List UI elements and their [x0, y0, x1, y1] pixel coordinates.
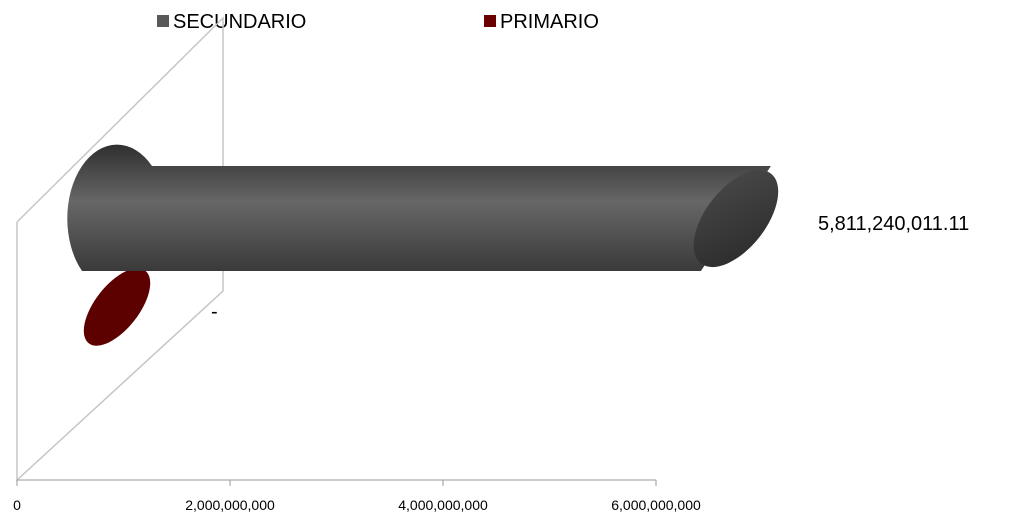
x-tick-label: 2,000,000,000: [185, 497, 275, 513]
legend-label-primario: PRIMARIO: [500, 11, 599, 33]
legend-label-secundario: SECUNDARIO: [173, 11, 306, 33]
back-wall-frame: [16, 16, 224, 482]
legend: SECUNDARIO PRIMARIO: [157, 11, 599, 33]
data-label-secundario: 5,811,240,011.11: [818, 213, 969, 235]
data-label-primario: -: [211, 301, 218, 323]
plot-frame: [16, 16, 224, 482]
x-axis-ticks: [16, 480, 657, 486]
bar-primario: [83, 268, 151, 346]
x-axis-tick-labels: 0 2,000,000,000 4,000,000,000 6,000,000,000: [13, 497, 701, 513]
legend-swatch-primario: [484, 15, 496, 27]
bars: [67, 144, 779, 346]
x-tick-label: 6,000,000,000: [611, 497, 701, 513]
data-labels: - 5,811,240,011.11: [211, 213, 969, 323]
x-tick-label: 4,000,000,000: [398, 497, 488, 513]
bar-secundario-cap: [693, 169, 779, 268]
legend-swatch-secundario: [157, 15, 169, 27]
bar-secundario: [67, 144, 771, 271]
x-axis: 0 2,000,000,000 4,000,000,000 6,000,000,000: [13, 479, 701, 513]
x-tick-label: 0: [13, 497, 21, 513]
